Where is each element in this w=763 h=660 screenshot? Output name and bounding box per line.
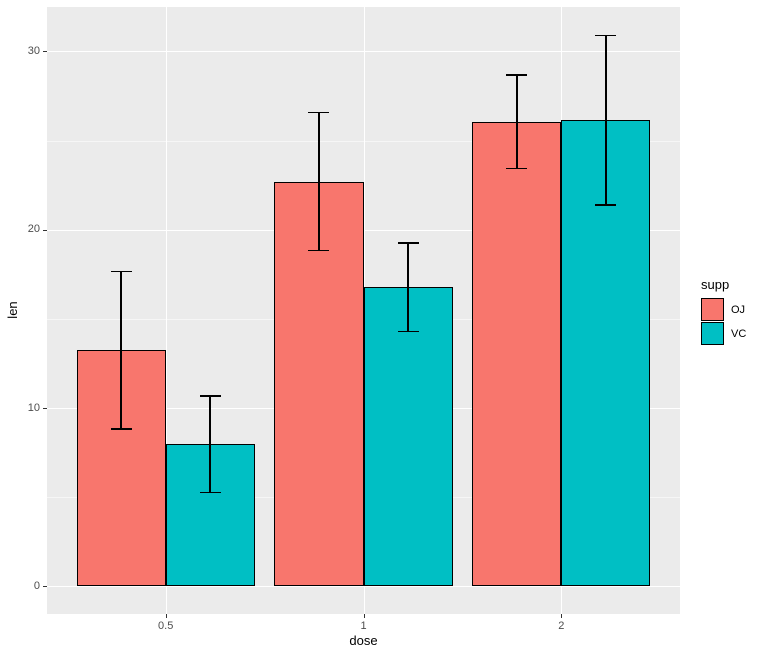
errorbar-cap-top-oj-1 [308, 111, 330, 114]
x-tick-mark [561, 614, 563, 618]
y-tick-label: 10 [27, 401, 40, 414]
errorbar-cap-top-vc-2 [595, 34, 617, 37]
errorbar-cap-top-vc-0.5 [199, 395, 221, 397]
legend-title: supp [701, 277, 730, 292]
errorbar-line-oj-2 [516, 74, 518, 170]
x-tick-mark [363, 614, 365, 618]
gridline-major-vertical [165, 7, 167, 614]
errorbar-cap-top-oj-2 [506, 74, 528, 76]
bar-vc-1 [363, 287, 453, 587]
y-tick-mark [43, 229, 47, 231]
x-axis-title: dose [349, 633, 378, 648]
errorbar-cap-bottom-oj-1 [308, 249, 330, 252]
x-tick-mark [165, 614, 167, 618]
x-tick-label: 2 [558, 620, 565, 632]
errorbar-cap-bottom-vc-2 [595, 204, 617, 206]
y-tick-mark [43, 51, 47, 53]
legend-label-vc: VC [731, 327, 747, 340]
errorbar-cap-bottom-oj-2 [506, 167, 528, 170]
legend-entries: OJ VC [701, 298, 746, 345]
errorbar-cap-bottom-vc-1 [397, 330, 419, 333]
y-tick-mark [43, 408, 47, 410]
plot-panel [47, 7, 680, 614]
legend-entry-oj: OJ [701, 298, 746, 321]
errorbar-line-vc-0.5 [209, 395, 211, 494]
errorbar-cap-top-vc-1 [397, 242, 419, 244]
y-tick-label: 30 [27, 44, 40, 57]
errorbar-cap-bottom-vc-0.5 [199, 491, 221, 494]
y-axis-title: len [5, 301, 20, 319]
x-tick-label: 0.5 [158, 620, 174, 632]
legend-swatch-vc [701, 322, 724, 345]
legend-label-oj: OJ [731, 303, 746, 316]
errorbar-cap-bottom-oj-0.5 [110, 428, 132, 430]
errorbar-line-oj-1 [318, 111, 320, 252]
x-tick-label: 1 [360, 620, 367, 632]
legend-swatch-oj [701, 298, 724, 321]
errorbar-cap-top-oj-0.5 [110, 270, 132, 273]
legend-entry-vc: VC [701, 322, 746, 345]
y-tick-mark [43, 586, 47, 588]
errorbar-line-vc-1 [407, 242, 409, 333]
errorbar-line-oj-0.5 [120, 270, 122, 430]
y-tick-label: 0 [33, 579, 40, 592]
bar-oj-2 [472, 121, 562, 587]
legend: supp OJ VC [701, 277, 746, 346]
errorbar-line-vc-2 [605, 34, 607, 206]
y-tick-label: 20 [27, 223, 40, 236]
